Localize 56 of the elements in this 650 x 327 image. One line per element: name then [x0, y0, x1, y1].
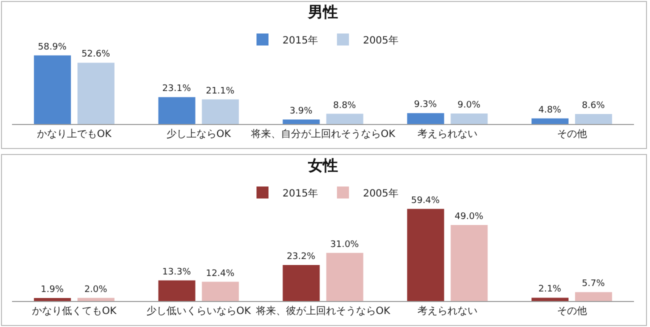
- chart-title: 女性: [307, 156, 338, 175]
- data-label: 49.0%: [454, 212, 484, 222]
- data-label: 21.1%: [206, 86, 235, 96]
- data-label: 59.4%: [411, 196, 440, 206]
- bar: [575, 114, 612, 124]
- data-label: 3.9%: [290, 106, 313, 116]
- bar: [202, 282, 239, 301]
- x-tick-label: 将来、自分が上回れそうならOK: [250, 128, 396, 140]
- legend-label: 2015年: [282, 34, 318, 46]
- x-tick-label: その他: [556, 305, 587, 317]
- x-tick-label: その他: [556, 128, 587, 140]
- x-tick-label: 考えられない: [417, 305, 478, 317]
- legend-label: 2015年: [282, 187, 318, 200]
- data-label: 52.6%: [81, 50, 110, 60]
- bar: [34, 55, 71, 124]
- bar: [77, 298, 114, 301]
- bar: [532, 298, 569, 301]
- chart-title: 男性: [307, 2, 338, 21]
- x-tick-label: 少し低いくらいならOK: [146, 305, 252, 317]
- data-label: 4.8%: [538, 105, 562, 116]
- data-label: 2.1%: [538, 284, 562, 295]
- bar: [575, 292, 612, 301]
- bar: [450, 114, 488, 124]
- data-label: 9.0%: [458, 100, 481, 111]
- bar: [158, 280, 196, 301]
- bar: [326, 114, 364, 124]
- data-label: 1.9%: [40, 285, 64, 296]
- data-label: 9.3%: [414, 100, 438, 110]
- bar: [282, 265, 320, 301]
- bar: [407, 113, 444, 124]
- data-label: 5.7%: [582, 279, 606, 290]
- x-tick-label: 少し上ならOK: [166, 128, 232, 140]
- x-tick-label: 将来、彼が上回れそうならOK: [254, 305, 391, 317]
- bar: [77, 62, 114, 124]
- bar: [158, 97, 196, 124]
- data-label: 13.3%: [162, 267, 192, 278]
- data-label: 8.8%: [333, 100, 356, 111]
- bar: [34, 298, 71, 301]
- data-label: 23.2%: [286, 252, 316, 262]
- data-label: 23.1%: [162, 84, 192, 94]
- legend-label: 2005年: [362, 187, 398, 200]
- legend-label: 2005年: [362, 34, 398, 46]
- bar: [326, 252, 364, 301]
- bar: [282, 119, 320, 124]
- x-tick-label: かなり上でもOK: [36, 128, 112, 140]
- data-label: 31.0%: [330, 240, 360, 250]
- data-label: 8.6%: [582, 100, 606, 111]
- bar: [450, 224, 488, 301]
- bar: [407, 208, 444, 301]
- x-tick-label: かなり低くてもOK: [32, 306, 117, 317]
- data-label: 12.4%: [206, 268, 235, 279]
- data-label: 58.9%: [38, 42, 67, 52]
- x-tick-label: 考えられない: [417, 128, 478, 140]
- data-label: 2.0%: [84, 284, 108, 295]
- bar: [202, 99, 239, 124]
- bar: [532, 118, 569, 124]
